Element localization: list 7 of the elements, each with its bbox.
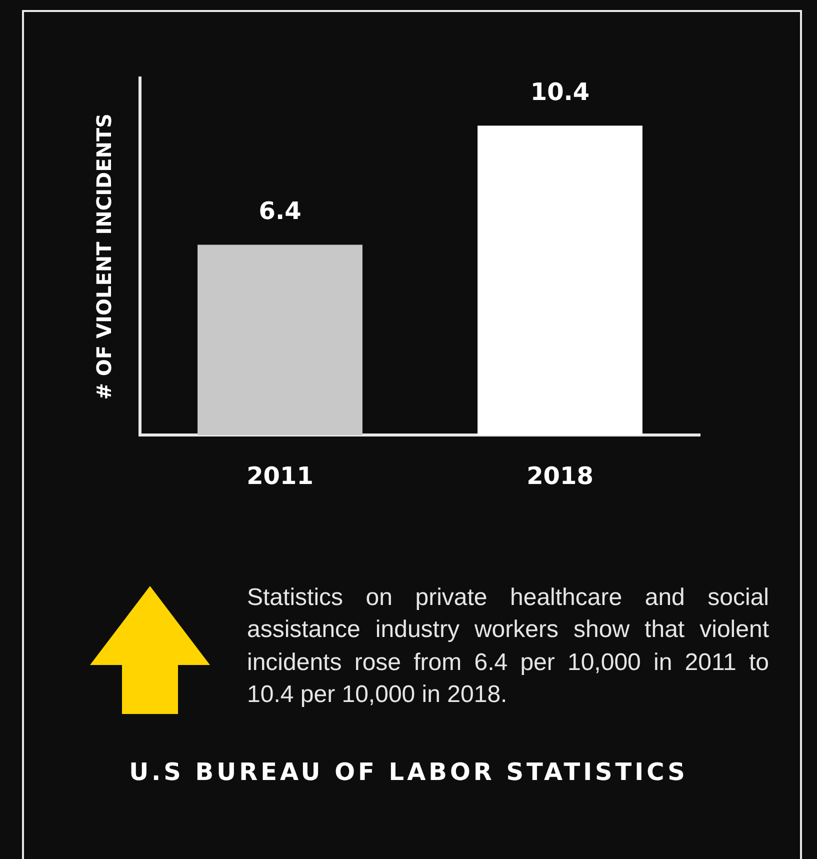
text: Statistics on private healthcare and social assistance industry workers show that violent incidents rose from 6.4 per 10,000 in 2011 to 10.4 per 10,000 in 2018.	[247, 583, 769, 710]
data-label: 10.4	[530, 78, 590, 106]
text: U.S BUREAU OF LABOR STATISTICS	[128, 758, 689, 786]
y-axis-title: # OF VIOLENT INCIDENTS	[92, 113, 116, 400]
x-tick-label: 2018	[526, 462, 594, 490]
x-tick-label: 2011	[246, 462, 314, 490]
data-label: 6.4	[258, 196, 302, 225]
